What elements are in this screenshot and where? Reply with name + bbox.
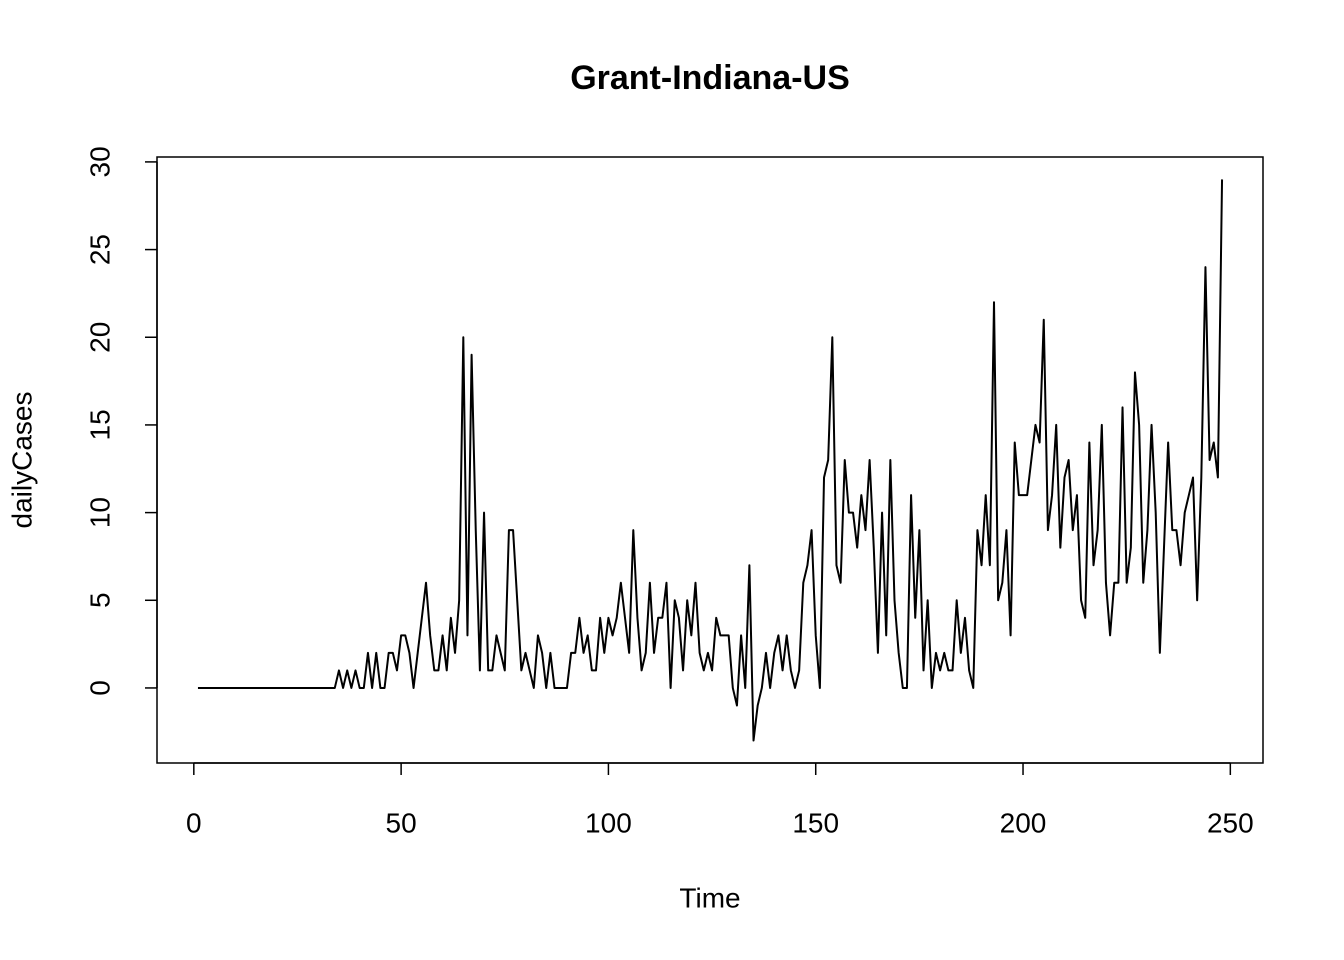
x-tick-label: 50 xyxy=(386,807,417,838)
plot-frame xyxy=(156,156,1264,764)
data-line xyxy=(197,179,1224,742)
y-tick-label: 0 xyxy=(84,680,115,696)
x-axis-label: Time xyxy=(679,882,740,913)
y-tick-label: 5 xyxy=(84,592,115,608)
y-tick-label: 20 xyxy=(84,322,115,353)
x-tick-label: 250 xyxy=(1207,807,1254,838)
y-tick-label: 10 xyxy=(84,497,115,528)
y-axis-label: dailyCases xyxy=(6,392,37,529)
x-tick-label: 200 xyxy=(1000,807,1047,838)
y-tick-label: 25 xyxy=(84,234,115,265)
x-tick-label: 100 xyxy=(585,807,632,838)
x-tick-label: 0 xyxy=(186,807,202,838)
y-tick-label: 15 xyxy=(84,409,115,440)
x-tick-label: 150 xyxy=(792,807,839,838)
chart-title: Grant-Indiana-US xyxy=(570,59,850,97)
y-tick-label: 30 xyxy=(84,146,115,177)
